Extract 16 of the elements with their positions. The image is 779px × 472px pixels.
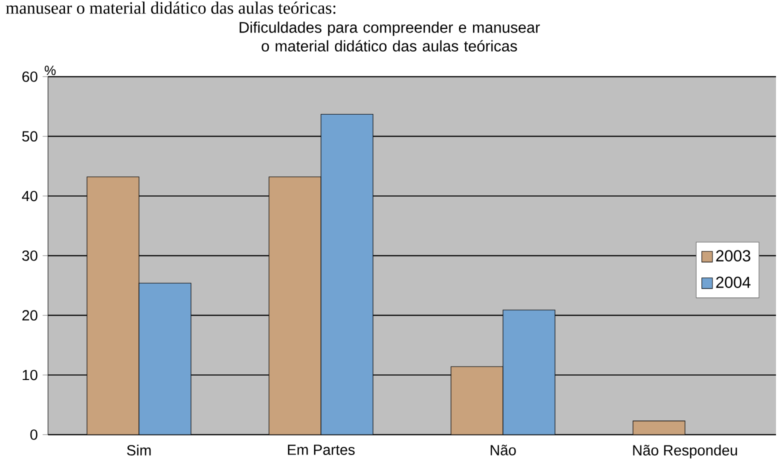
x-tick-label: Não Respondeu bbox=[633, 444, 737, 458]
x-tick-label: Sim bbox=[127, 444, 151, 456]
chart-title: Dificuldades para compreender e manusear o material didático das aulas teóricas bbox=[240, 22, 540, 52]
y-tick-label: 60 bbox=[22, 71, 38, 82]
y-tick-label: 40 bbox=[22, 190, 38, 202]
y-tick-label: 20 bbox=[22, 310, 38, 321]
x-tick-label: Não bbox=[490, 444, 516, 456]
x-tick-label: Em Partes bbox=[288, 444, 355, 455]
y-tick-label: 0 bbox=[30, 429, 38, 440]
y-axis-title: % bbox=[44, 66, 56, 76]
y-tick-label: 30 bbox=[22, 250, 38, 261]
legend-label: 2004 bbox=[716, 276, 751, 288]
y-tick-label: 10 bbox=[22, 370, 38, 380]
y-tick-label: 50 bbox=[22, 131, 38, 142]
legend-label: 2003 bbox=[716, 250, 750, 262]
text: manusear o material didático das aulas teóricas: bbox=[6, 2, 336, 14]
